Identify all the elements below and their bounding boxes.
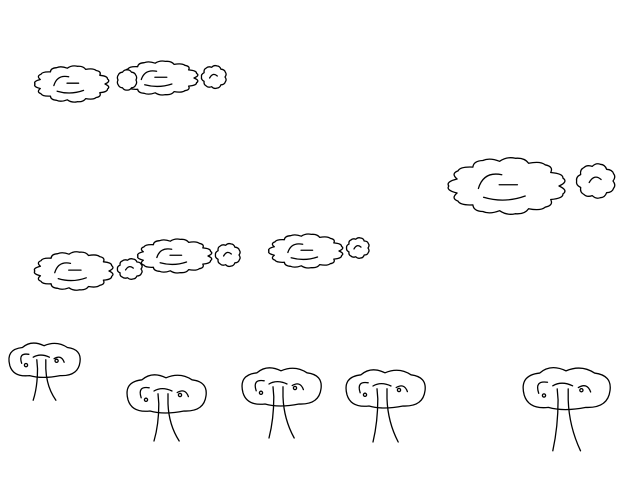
clouds-layer bbox=[33, 60, 616, 291]
cloud-puff bbox=[116, 258, 143, 280]
cloud-small bbox=[345, 237, 370, 259]
tree bbox=[241, 367, 322, 439]
cloud-small bbox=[120, 60, 199, 96]
cloud-small bbox=[214, 242, 241, 268]
cloud-puff bbox=[116, 69, 138, 91]
cloud-puff bbox=[200, 64, 227, 90]
cloud-large bbox=[33, 65, 110, 103]
cloud-puff bbox=[267, 233, 344, 269]
cloud-large bbox=[33, 251, 114, 291]
tree bbox=[522, 367, 611, 452]
tree bbox=[126, 374, 207, 442]
tree bbox=[8, 342, 81, 401]
cloud-large bbox=[447, 157, 566, 215]
cloud-large bbox=[136, 238, 213, 274]
tree bbox=[345, 369, 426, 443]
trees-layer bbox=[8, 342, 611, 452]
cloud-puff bbox=[575, 163, 616, 199]
